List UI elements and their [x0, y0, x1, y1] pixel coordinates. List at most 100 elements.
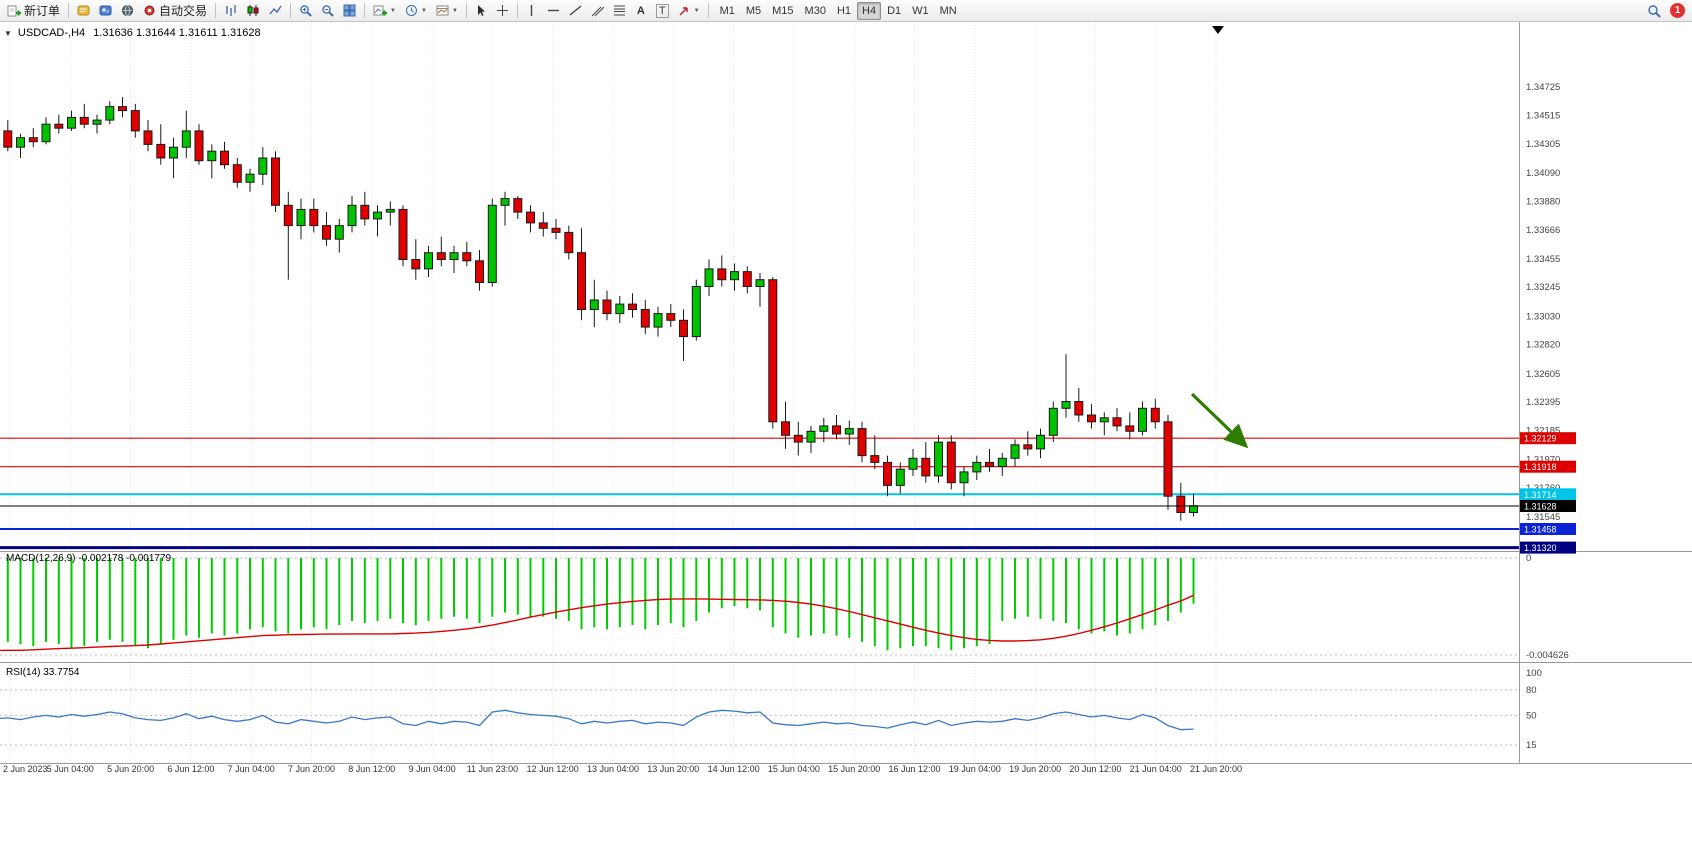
svg-text:8 Jun 12:00: 8 Jun 12:00	[348, 764, 395, 774]
svg-text:80: 80	[1526, 685, 1537, 696]
terminal-button[interactable]	[95, 1, 116, 21]
label-tool-button[interactable]: T	[652, 1, 673, 21]
cursor-icon	[475, 4, 487, 17]
svg-text:1.33666: 1.33666	[1526, 225, 1560, 236]
metaeditor-button[interactable]	[73, 1, 94, 21]
tile-windows-button[interactable]	[339, 1, 360, 21]
svg-text:100: 100	[1526, 668, 1542, 679]
timeframe-d1[interactable]: D1	[887, 4, 902, 17]
new-order-label: 新订单	[24, 4, 61, 18]
macd-signal-line	[0, 594, 1194, 652]
timeframe-h4[interactable]: H4	[857, 1, 882, 20]
channel-tool-button[interactable]	[587, 1, 608, 21]
price-tag: 1.31628	[1520, 500, 1576, 512]
zoom-out-icon	[321, 4, 334, 17]
timeframe-w1[interactable]: W1	[912, 4, 929, 17]
price-tag: 1.32129	[1520, 432, 1576, 445]
timeframe-m5[interactable]: M5	[745, 4, 762, 17]
navigator-button[interactable]	[117, 1, 138, 21]
text-tool-button[interactable]: A	[631, 1, 651, 21]
metaeditor-icon	[77, 4, 90, 17]
zoom-in-icon	[299, 4, 312, 17]
trendline-icon	[569, 4, 582, 17]
svg-text:5 Jun 20:00: 5 Jun 20:00	[107, 764, 154, 774]
svg-text:1.32129: 1.32129	[1524, 434, 1557, 444]
terminal-icon	[99, 4, 112, 17]
crosshair-tool-button[interactable]	[492, 1, 513, 21]
svg-text:1.31545: 1.31545	[1526, 512, 1560, 523]
timeframe-h1[interactable]: H1	[836, 4, 852, 17]
svg-text:15 Jun 04:00: 15 Jun 04:00	[768, 764, 820, 774]
toolbar-separator	[516, 3, 518, 18]
svg-text:21 Jun 20:00: 21 Jun 20:00	[1190, 764, 1242, 774]
svg-text:1.32395: 1.32395	[1526, 397, 1560, 408]
bar-chart-button[interactable]	[220, 1, 241, 21]
svg-text:15: 15	[1526, 740, 1537, 751]
search-button[interactable]	[1643, 1, 1665, 21]
svg-text:1.31320: 1.31320	[1524, 543, 1557, 553]
channel-icon	[591, 4, 604, 17]
toolbar-separator	[707, 3, 709, 18]
macd-indicator-label: MACD(12,26,9) -0.002178 -0.001779	[6, 553, 172, 564]
price-tag: 1.31714	[1520, 488, 1576, 501]
toolbar-separator	[68, 3, 70, 18]
bar-chart-icon	[224, 4, 237, 17]
vertical-line-tool-button[interactable]	[522, 1, 542, 21]
trend-arrow-annotation[interactable]	[1190, 392, 1249, 449]
timeframe-m1[interactable]: M1	[719, 4, 735, 17]
template-icon	[436, 4, 449, 17]
line-chart-button[interactable]	[265, 1, 286, 21]
ohlc-values: 1.31636 1.31644 1.31611 1.31628	[93, 27, 261, 39]
tile-windows-icon	[343, 4, 356, 17]
svg-text:2 Jun 2023: 2 Jun 2023	[3, 764, 48, 774]
dropdown-caret-icon: ▼	[390, 7, 396, 14]
svg-text:1.31458: 1.31458	[1524, 525, 1557, 535]
svg-text:1.31970: 1.31970	[1526, 455, 1560, 466]
zoom-in-button[interactable]	[295, 1, 316, 21]
macd-histogram	[6, 558, 1195, 651]
svg-text:1.34090: 1.34090	[1526, 168, 1560, 179]
timeframe-m30[interactable]: M30	[804, 4, 826, 17]
candles-layer	[3, 97, 1198, 521]
svg-text:7 Jun 04:00: 7 Jun 04:00	[228, 764, 275, 774]
svg-text:15 Jun 20:00: 15 Jun 20:00	[828, 764, 880, 774]
chart-shift-marker[interactable]	[1212, 26, 1224, 34]
text-tool-icon: A	[636, 4, 645, 17]
toolbar-separator	[465, 3, 467, 18]
notifications-badge[interactable]: 1	[1670, 3, 1685, 18]
toolbar-separator	[215, 3, 217, 18]
price-tag: 1.31458	[1520, 523, 1576, 535]
trendline-tool-button[interactable]	[565, 1, 586, 21]
price-tag: 1.31918	[1520, 460, 1576, 473]
horizontal-line-tool-button[interactable]	[543, 1, 564, 21]
svg-text:1.33880: 1.33880	[1526, 196, 1560, 207]
autotrading-button[interactable]: 自动交易	[139, 1, 211, 21]
new-order-button[interactable]: 新订单	[3, 1, 64, 21]
cursor-tool-button[interactable]	[471, 1, 491, 21]
timeframe-m15[interactable]: M15	[772, 4, 794, 17]
arrows-tool-button[interactable]: ▼	[674, 1, 704, 21]
svg-text:1.33030: 1.33030	[1526, 311, 1560, 322]
vertical-line-icon	[526, 4, 537, 17]
add-indicator-icon	[373, 4, 388, 17]
timeframe-mn[interactable]: MN	[939, 4, 957, 17]
crosshair-icon	[496, 4, 509, 17]
label-tool-icon: T	[655, 3, 669, 18]
candlestick-chart-button[interactable]	[242, 1, 264, 21]
chart-menu-icon[interactable]: ▼	[4, 28, 12, 38]
add-indicator-button[interactable]: ▼	[369, 1, 400, 21]
new-order-icon	[7, 4, 21, 18]
svg-text:0: 0	[1526, 553, 1531, 564]
svg-text:21 Jun 04:00: 21 Jun 04:00	[1130, 764, 1182, 774]
periods-button[interactable]: ▼	[401, 1, 431, 21]
horizontal-line-icon	[547, 5, 560, 16]
svg-text:7 Jun 20:00: 7 Jun 20:00	[288, 764, 335, 774]
symbol-period-label: USDCAD-,H4	[17, 27, 86, 39]
chart-canvas[interactable]: 1.34725 1.34515 1.34305 1.34090 1.33880 1.336…	[0, 22, 1692, 845]
fibonacci-tool-button[interactable]	[609, 1, 630, 21]
templates-button[interactable]: ▼	[432, 1, 462, 21]
zoom-out-button[interactable]	[317, 1, 338, 21]
svg-text:1.32605: 1.32605	[1526, 369, 1560, 380]
svg-text:1.32820: 1.32820	[1526, 340, 1560, 351]
svg-text:6 Jun 12:00: 6 Jun 12:00	[167, 764, 214, 774]
